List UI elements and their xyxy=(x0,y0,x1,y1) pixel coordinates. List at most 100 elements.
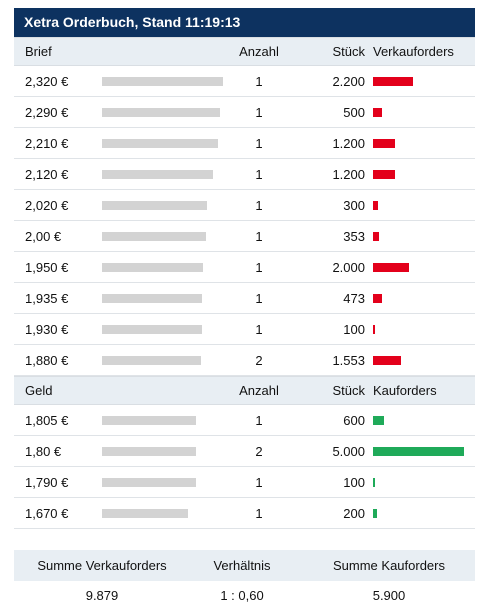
buy-header-count: Anzahl xyxy=(239,383,279,398)
sell-order-bar xyxy=(373,76,413,86)
sell-row: 2,020 € 1 300 xyxy=(14,190,475,221)
sell-row-count: 2 xyxy=(255,352,263,368)
buy-row-price: 1,670 € xyxy=(25,505,69,521)
orderbook-title: Xetra Orderbuch, Stand 11:19:13 xyxy=(14,8,475,37)
buy-order-cell xyxy=(373,498,377,528)
sell-row-qty: 1.553 xyxy=(332,352,365,368)
sell-depth-cell xyxy=(102,66,223,96)
sell-row-qty: 500 xyxy=(343,104,365,120)
sell-depth-cell xyxy=(102,221,206,251)
sell-row: 2,320 € 1 2.200 xyxy=(14,66,475,97)
sell-depth-bar xyxy=(102,324,202,334)
buy-row-count: 1 xyxy=(255,474,263,490)
buy-depth-bar xyxy=(102,446,196,456)
sell-row: 1,930 € 1 100 xyxy=(14,314,475,345)
sell-row-qty: 100 xyxy=(343,321,365,337)
sell-header-price: Brief xyxy=(25,44,52,59)
buy-row-count: 2 xyxy=(255,443,263,459)
sell-row-count: 1 xyxy=(255,135,263,151)
buy-rows: 1,805 € 1 600 1,80 € 2 5.000 1,790 € 1 100 1,670 … xyxy=(14,405,475,529)
sell-row: 2,210 € 1 1.200 xyxy=(14,128,475,159)
sell-row-count: 1 xyxy=(255,290,263,306)
sell-order-cell xyxy=(373,314,375,344)
buy-order-cell xyxy=(373,436,464,466)
sell-row-qty: 1.200 xyxy=(332,166,365,182)
sell-depth-cell xyxy=(102,190,207,220)
sell-order-bar xyxy=(373,200,378,210)
buy-depth-cell xyxy=(102,405,196,435)
sell-order-bar xyxy=(373,262,409,272)
sell-order-cell xyxy=(373,190,378,220)
sell-row-price: 1,880 € xyxy=(25,352,69,368)
buy-order-bar xyxy=(373,477,375,487)
sell-order-bar xyxy=(373,107,382,117)
sell-row-count: 1 xyxy=(255,166,263,182)
sell-row-price: 2,00 € xyxy=(25,228,62,244)
sell-depth-cell xyxy=(102,128,218,158)
sell-row-qty: 1.200 xyxy=(332,135,365,151)
buy-header-price: Geld xyxy=(25,383,53,398)
buy-row-qty: 5.000 xyxy=(332,443,365,459)
buy-row: 1,790 € 1 100 xyxy=(14,467,475,498)
sell-header-qty: Stück xyxy=(332,44,365,59)
sell-row: 2,120 € 1 1.200 xyxy=(14,159,475,190)
sell-row-count: 1 xyxy=(255,104,263,120)
summary-ratio-label: Verhältnis xyxy=(213,558,271,573)
buy-row: 1,805 € 1 600 xyxy=(14,405,475,436)
sell-order-cell xyxy=(373,345,401,375)
sell-row-count: 1 xyxy=(255,321,263,337)
buy-row-price: 1,790 € xyxy=(25,474,69,490)
buy-depth-cell xyxy=(102,498,188,528)
sell-depth-cell xyxy=(102,252,203,282)
buy-depth-bar xyxy=(102,477,196,487)
sell-row-qty: 473 xyxy=(343,290,365,306)
buy-row-price: 1,805 € xyxy=(25,412,69,428)
summary-buy-label: Summe Kauforders xyxy=(333,558,445,573)
sell-row-price: 2,020 € xyxy=(25,197,69,213)
sell-header-count: Anzahl xyxy=(239,44,279,59)
sell-order-cell xyxy=(373,66,413,96)
sell-depth-bar xyxy=(102,169,213,179)
summary-panel: Summe Verkauforders Verhältnis Summe Kau… xyxy=(14,550,475,610)
sell-depth-cell xyxy=(102,159,213,189)
buy-row: 1,80 € 2 5.000 xyxy=(14,436,475,467)
sell-header: Brief Anzahl Stück Verkauforders xyxy=(14,37,475,66)
sell-order-cell xyxy=(373,128,395,158)
buy-order-cell xyxy=(373,405,384,435)
sell-row-price: 1,930 € xyxy=(25,321,69,337)
buy-row-qty: 600 xyxy=(343,412,365,428)
summary-sell-label: Summe Verkauforders xyxy=(37,558,167,573)
sell-order-bar xyxy=(373,169,395,179)
summary-ratio-value: 1 : 0,60 xyxy=(220,588,264,603)
buy-header-orders: Kauforders xyxy=(373,383,437,398)
sell-row-count: 1 xyxy=(255,228,263,244)
sell-depth-bar xyxy=(102,262,203,272)
sell-row-price: 2,210 € xyxy=(25,135,69,151)
sell-depth-cell xyxy=(102,97,220,127)
buy-row-count: 1 xyxy=(255,412,263,428)
buy-depth-cell xyxy=(102,467,196,497)
sell-row-count: 1 xyxy=(255,73,263,89)
buy-order-cell xyxy=(373,467,375,497)
sell-depth-bar xyxy=(102,76,223,86)
sell-order-cell xyxy=(373,221,379,251)
sell-row-price: 2,320 € xyxy=(25,73,69,89)
summary-header: Summe Verkauforders Verhältnis Summe Kau… xyxy=(14,550,475,581)
buy-row-qty: 100 xyxy=(343,474,365,490)
sell-row-qty: 300 xyxy=(343,197,365,213)
sell-row: 1,950 € 1 2.000 xyxy=(14,252,475,283)
buy-row-qty: 200 xyxy=(343,505,365,521)
sell-row: 1,935 € 1 473 xyxy=(14,283,475,314)
sell-depth-cell xyxy=(102,283,202,313)
sell-row: 2,290 € 1 500 xyxy=(14,97,475,128)
sell-order-cell xyxy=(373,283,382,313)
buy-order-bar xyxy=(373,446,464,456)
sell-order-bar xyxy=(373,355,401,365)
sell-depth-bar xyxy=(102,107,220,117)
sell-depth-bar xyxy=(102,231,206,241)
buy-depth-bar xyxy=(102,415,196,425)
buy-row-count: 1 xyxy=(255,505,263,521)
sell-row-price: 1,935 € xyxy=(25,290,69,306)
sell-order-bar xyxy=(373,231,379,241)
buy-row-price: 1,80 € xyxy=(25,443,62,459)
